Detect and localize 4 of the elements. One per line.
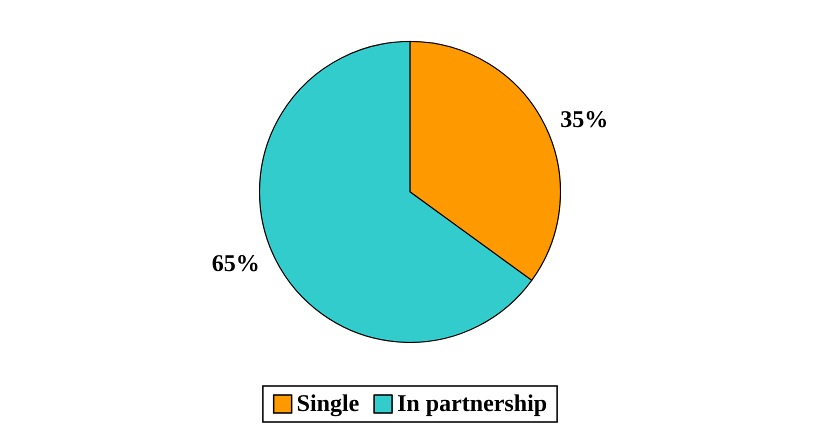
legend-label: Single [296,391,360,417]
legend-label: In partnership [397,391,548,417]
data-label: 35% [560,106,608,133]
data-label: 65% [212,250,260,277]
